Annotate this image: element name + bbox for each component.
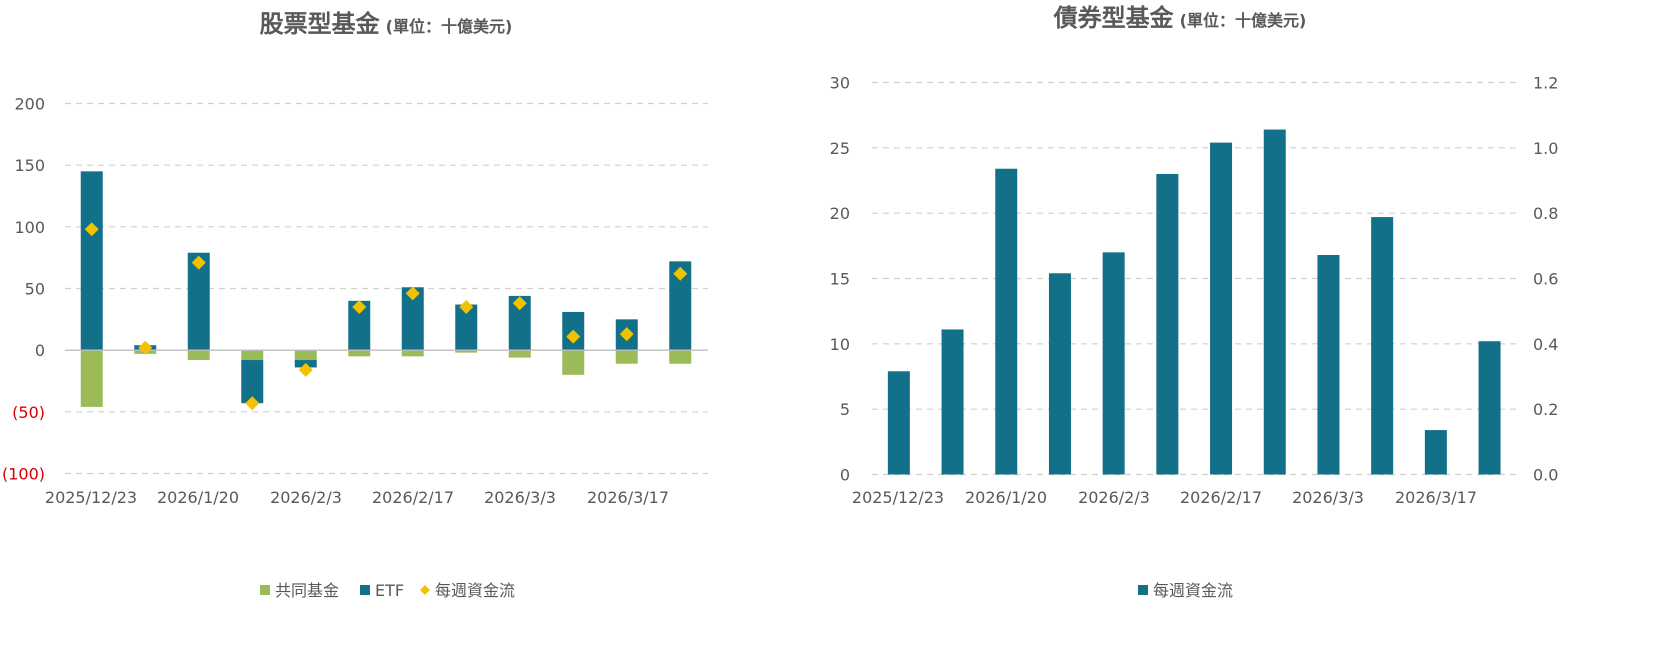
legend-swatch — [260, 585, 270, 595]
bar-etf — [455, 304, 478, 351]
bar-weekly-flow — [1424, 430, 1447, 475]
x-tick-label: 2026/1/20 — [965, 488, 1047, 507]
legend-swatch — [1138, 585, 1148, 595]
x-tick-label: 2026/2/3 — [270, 488, 342, 507]
chart-1: 股票型基金 (單位：十億美元) (100) (50) 0 50 100 150 200 2025/… — [2, 10, 708, 600]
bar-etf — [401, 287, 424, 351]
legend-label: 每週資金流 — [435, 581, 515, 600]
bar-etf — [80, 171, 103, 351]
bar-weekly-flow — [1371, 217, 1394, 475]
y-tick-label: (100) — [2, 465, 45, 484]
y-tick-label: 0 — [35, 341, 45, 360]
legend-label: 每週資金流 — [1153, 581, 1233, 600]
x-tick-label: 2026/3/3 — [484, 488, 556, 507]
x-tick-label: 2026/1/20 — [157, 488, 239, 507]
chart-2: 債券型基金 (單位：十億美元) 0 5 10 15 20 25 30 0.0 0.2 0.4 0.6 0.… — [830, 4, 1559, 600]
bar-mutual-fund — [401, 350, 424, 357]
bar-mutual-fund — [348, 350, 371, 357]
y-tick-label: 10 — [830, 335, 850, 354]
y2-tick-label: 0.8 — [1533, 204, 1558, 223]
y-tick-label: 50 — [25, 280, 45, 299]
x-tick-label: 2026/2/17 — [372, 488, 454, 507]
x-tick-label: 2026/2/17 — [1180, 488, 1262, 507]
bar-mutual-fund — [187, 350, 210, 361]
y2-tick-label: 0.6 — [1533, 270, 1558, 289]
bar-mutual-fund — [241, 350, 264, 361]
y2-tick-label: 0.0 — [1533, 466, 1558, 485]
bar-weekly-flow — [1156, 173, 1179, 475]
bar-weekly-flow — [1102, 252, 1125, 475]
bar-etf — [241, 360, 264, 404]
bar-weekly-flow — [887, 371, 910, 475]
legend: 每週資金流 — [1138, 581, 1233, 600]
y-tick-label: 150 — [14, 156, 45, 175]
y-tick-label: 200 — [14, 95, 45, 114]
bar-mutual-fund — [455, 350, 478, 353]
chart-title-main: 股票型基金 — [260, 10, 381, 38]
y2-tick-label: 0.4 — [1533, 335, 1558, 354]
y-tick-label: 25 — [830, 139, 850, 158]
marker-weekly-flow — [512, 296, 527, 311]
marker-weekly-flow — [298, 362, 313, 377]
bar-etf — [348, 300, 371, 351]
y-tick-label: 5 — [840, 400, 850, 419]
bar-etf — [187, 252, 210, 351]
marker-weekly-flow — [619, 327, 634, 342]
legend-swatch — [360, 585, 370, 595]
x-tick-label: 2026/3/17 — [1395, 488, 1477, 507]
y-tick-label: 30 — [830, 74, 850, 93]
bar-weekly-flow — [1478, 341, 1501, 475]
chart-title: 債券型基金 (單位：十億美元) — [1053, 4, 1307, 32]
y2-tick-label: 1.0 — [1533, 139, 1558, 158]
bar-weekly-flow — [1263, 129, 1286, 475]
legend-label: 共同基金 — [275, 581, 339, 600]
bar-mutual-fund — [508, 350, 531, 358]
marker-weekly-flow — [566, 329, 581, 344]
bar-mutual-fund — [562, 350, 585, 375]
chart-title: 股票型基金 (單位：十億美元) — [260, 10, 513, 38]
bar-mutual-fund — [669, 350, 692, 364]
bar-etf — [669, 261, 692, 351]
y-tick-label: 100 — [14, 218, 45, 237]
bar-weekly-flow — [995, 168, 1018, 475]
bar-weekly-flow — [1048, 273, 1071, 475]
y-tick-label: 0 — [840, 466, 850, 485]
marker-weekly-flow — [673, 266, 688, 281]
legend: 共同基金 ETF 每週資金流 — [260, 581, 515, 600]
bar-weekly-flow — [1210, 142, 1233, 475]
chart-title-unit: (單位：十億美元) — [1180, 11, 1307, 30]
bar-weekly-flow — [941, 329, 964, 475]
bar-weekly-flow — [1317, 254, 1340, 475]
bar-mutual-fund — [80, 350, 103, 407]
y-tick-label: (50) — [12, 403, 45, 422]
x-tick-label: 2026/2/3 — [1078, 488, 1150, 507]
x-tick-label: 2026/3/17 — [587, 488, 669, 507]
bar-etf — [508, 295, 531, 351]
marker-weekly-flow — [84, 222, 99, 237]
bar-mutual-fund — [615, 350, 638, 364]
y-tick-label: 20 — [830, 204, 850, 223]
y-tick-label: 15 — [830, 270, 850, 289]
chart-title-main: 債券型基金 — [1053, 4, 1175, 32]
y2-tick-label: 1.2 — [1533, 74, 1558, 93]
marker-weekly-flow — [138, 340, 153, 355]
marker-weekly-flow — [405, 286, 420, 301]
bar-mutual-fund — [294, 350, 317, 361]
x-tick-label: 2025/12/23 — [45, 488, 137, 507]
legend-swatch-diamond — [420, 585, 430, 595]
marker-weekly-flow — [245, 396, 260, 411]
marker-weekly-flow — [352, 300, 367, 314]
chart-title-unit: (單位：十億美元) — [386, 17, 513, 36]
x-tick-label: 2026/3/3 — [1292, 488, 1364, 507]
legend-label: ETF — [375, 581, 404, 600]
marker-weekly-flow — [191, 255, 206, 270]
x-tick-label: 2025/12/23 — [852, 488, 944, 507]
marker-weekly-flow — [459, 300, 474, 314]
y2-tick-label: 0.2 — [1533, 400, 1558, 419]
